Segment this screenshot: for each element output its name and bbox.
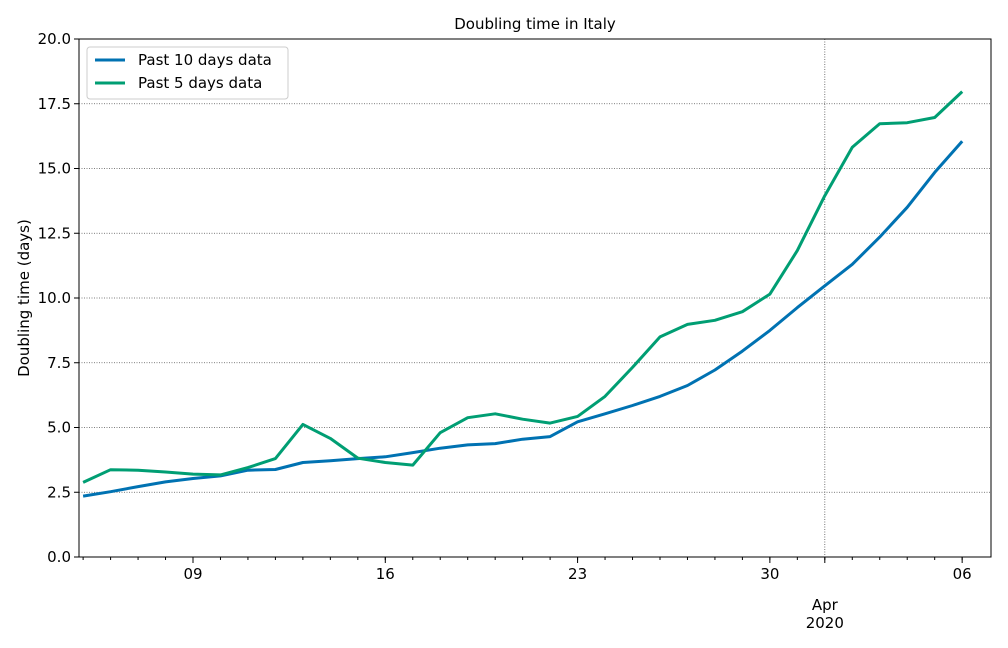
- y-tick-label: 17.5: [38, 95, 71, 113]
- legend-label: Past 10 days data: [138, 51, 272, 69]
- series-line-2: [82, 90, 964, 484]
- y-tick-label: 5.0: [47, 419, 71, 437]
- y-tick-label: 0.0: [47, 548, 71, 566]
- y-tick-label: 2.5: [47, 483, 71, 501]
- series-line-1: [82, 140, 964, 498]
- y-axis-label: Doubling time (days): [15, 219, 33, 377]
- y-tick-label: 15.0: [38, 160, 71, 178]
- x-tick-label: 09: [183, 565, 202, 583]
- y-tick-label: 7.5: [47, 354, 71, 372]
- x-year-label: 2020: [806, 614, 844, 632]
- x-month-label: Apr: [812, 596, 839, 614]
- series-lines: [82, 90, 964, 498]
- y-tick-label: 10.0: [38, 289, 71, 307]
- y-axis: 0.0 2.5 5.0 7.5 10.0 12.5 15.0 17.5 20.0: [38, 30, 79, 566]
- grid-lines: [79, 38, 991, 558]
- x-tick-label: 06: [953, 565, 972, 583]
- legend-box: [86, 46, 289, 100]
- legend: Past 10 days data Past 5 days data: [86, 46, 289, 100]
- y-tick-label: 12.5: [38, 224, 71, 242]
- x-tick-label: 16: [376, 565, 395, 583]
- legend-label: Past 5 days data: [138, 74, 262, 92]
- x-tick-label: 30: [760, 565, 779, 583]
- y-tick-label: 20.0: [38, 30, 71, 48]
- x-tick-label: 23: [568, 565, 587, 583]
- chart-title: Doubling time in Italy: [454, 15, 616, 33]
